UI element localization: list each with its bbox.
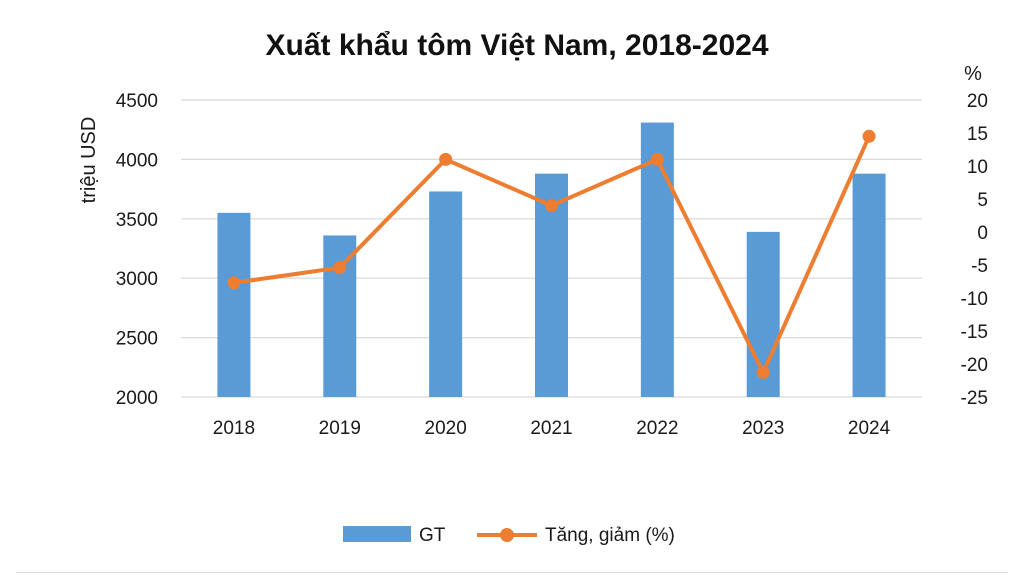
right-tick-label: -10	[961, 289, 988, 310]
legend-marker-change	[500, 528, 514, 542]
left-tick-label: 4000	[116, 150, 158, 171]
right-axis-ticks: 20 15 10 5 0 -5 -10 -15 -20 -25	[961, 91, 988, 409]
line-point	[545, 199, 558, 213]
legend-swatch-gt	[343, 526, 411, 542]
left-tick-label: 3500	[116, 210, 158, 231]
line-series	[227, 129, 876, 380]
bar	[217, 212, 251, 397]
x-tick-label: 2018	[213, 418, 255, 439]
bar	[429, 191, 463, 397]
line-point	[439, 152, 453, 166]
right-tick-label: -5	[971, 256, 988, 277]
legend: GT Tăng, giảm (%)	[343, 525, 675, 546]
line-point	[862, 129, 876, 143]
x-axis-ticks: 2018 2019 2020 2021 2022 2023 2024	[213, 418, 891, 439]
x-tick-label: 2019	[319, 418, 361, 439]
x-tick-label: 2023	[742, 418, 784, 439]
left-axis-ticks: 4500 4000 3500 3000 2500 2000	[116, 91, 158, 409]
chart-title: Xuất khẩu tôm Việt Nam, 2018-2024	[266, 29, 769, 62]
legend-label-gt: GT	[419, 525, 446, 546]
right-tick-label: 15	[967, 124, 988, 145]
legend-label-change: Tăng, giảm (%)	[545, 525, 675, 546]
line-point	[756, 366, 770, 380]
left-tick-label: 2000	[116, 388, 158, 409]
right-axis-label: %	[964, 63, 982, 85]
line-point	[227, 276, 241, 290]
right-tick-label: -15	[961, 322, 988, 343]
right-tick-label: 10	[967, 157, 988, 178]
left-tick-label: 3000	[116, 269, 158, 290]
bar	[640, 122, 674, 398]
line-point	[333, 261, 347, 275]
x-tick-label: 2021	[530, 418, 572, 439]
right-tick-label: -25	[961, 388, 988, 409]
right-tick-label: 20	[967, 91, 988, 112]
right-tick-label: 0	[977, 223, 988, 244]
right-tick-label: -20	[961, 355, 988, 376]
left-tick-label: 4500	[116, 91, 158, 112]
bottom-divider	[16, 572, 1008, 573]
x-tick-label: 2024	[848, 418, 891, 439]
left-tick-label: 2500	[116, 329, 158, 350]
bar-series	[217, 122, 886, 398]
x-tick-label: 2022	[636, 418, 678, 439]
left-axis-label: triệu USD	[78, 117, 100, 204]
x-tick-label: 2020	[425, 418, 467, 439]
right-tick-label: 5	[977, 190, 988, 211]
line-point	[650, 152, 664, 166]
bar	[852, 173, 886, 397]
bar	[323, 235, 357, 397]
